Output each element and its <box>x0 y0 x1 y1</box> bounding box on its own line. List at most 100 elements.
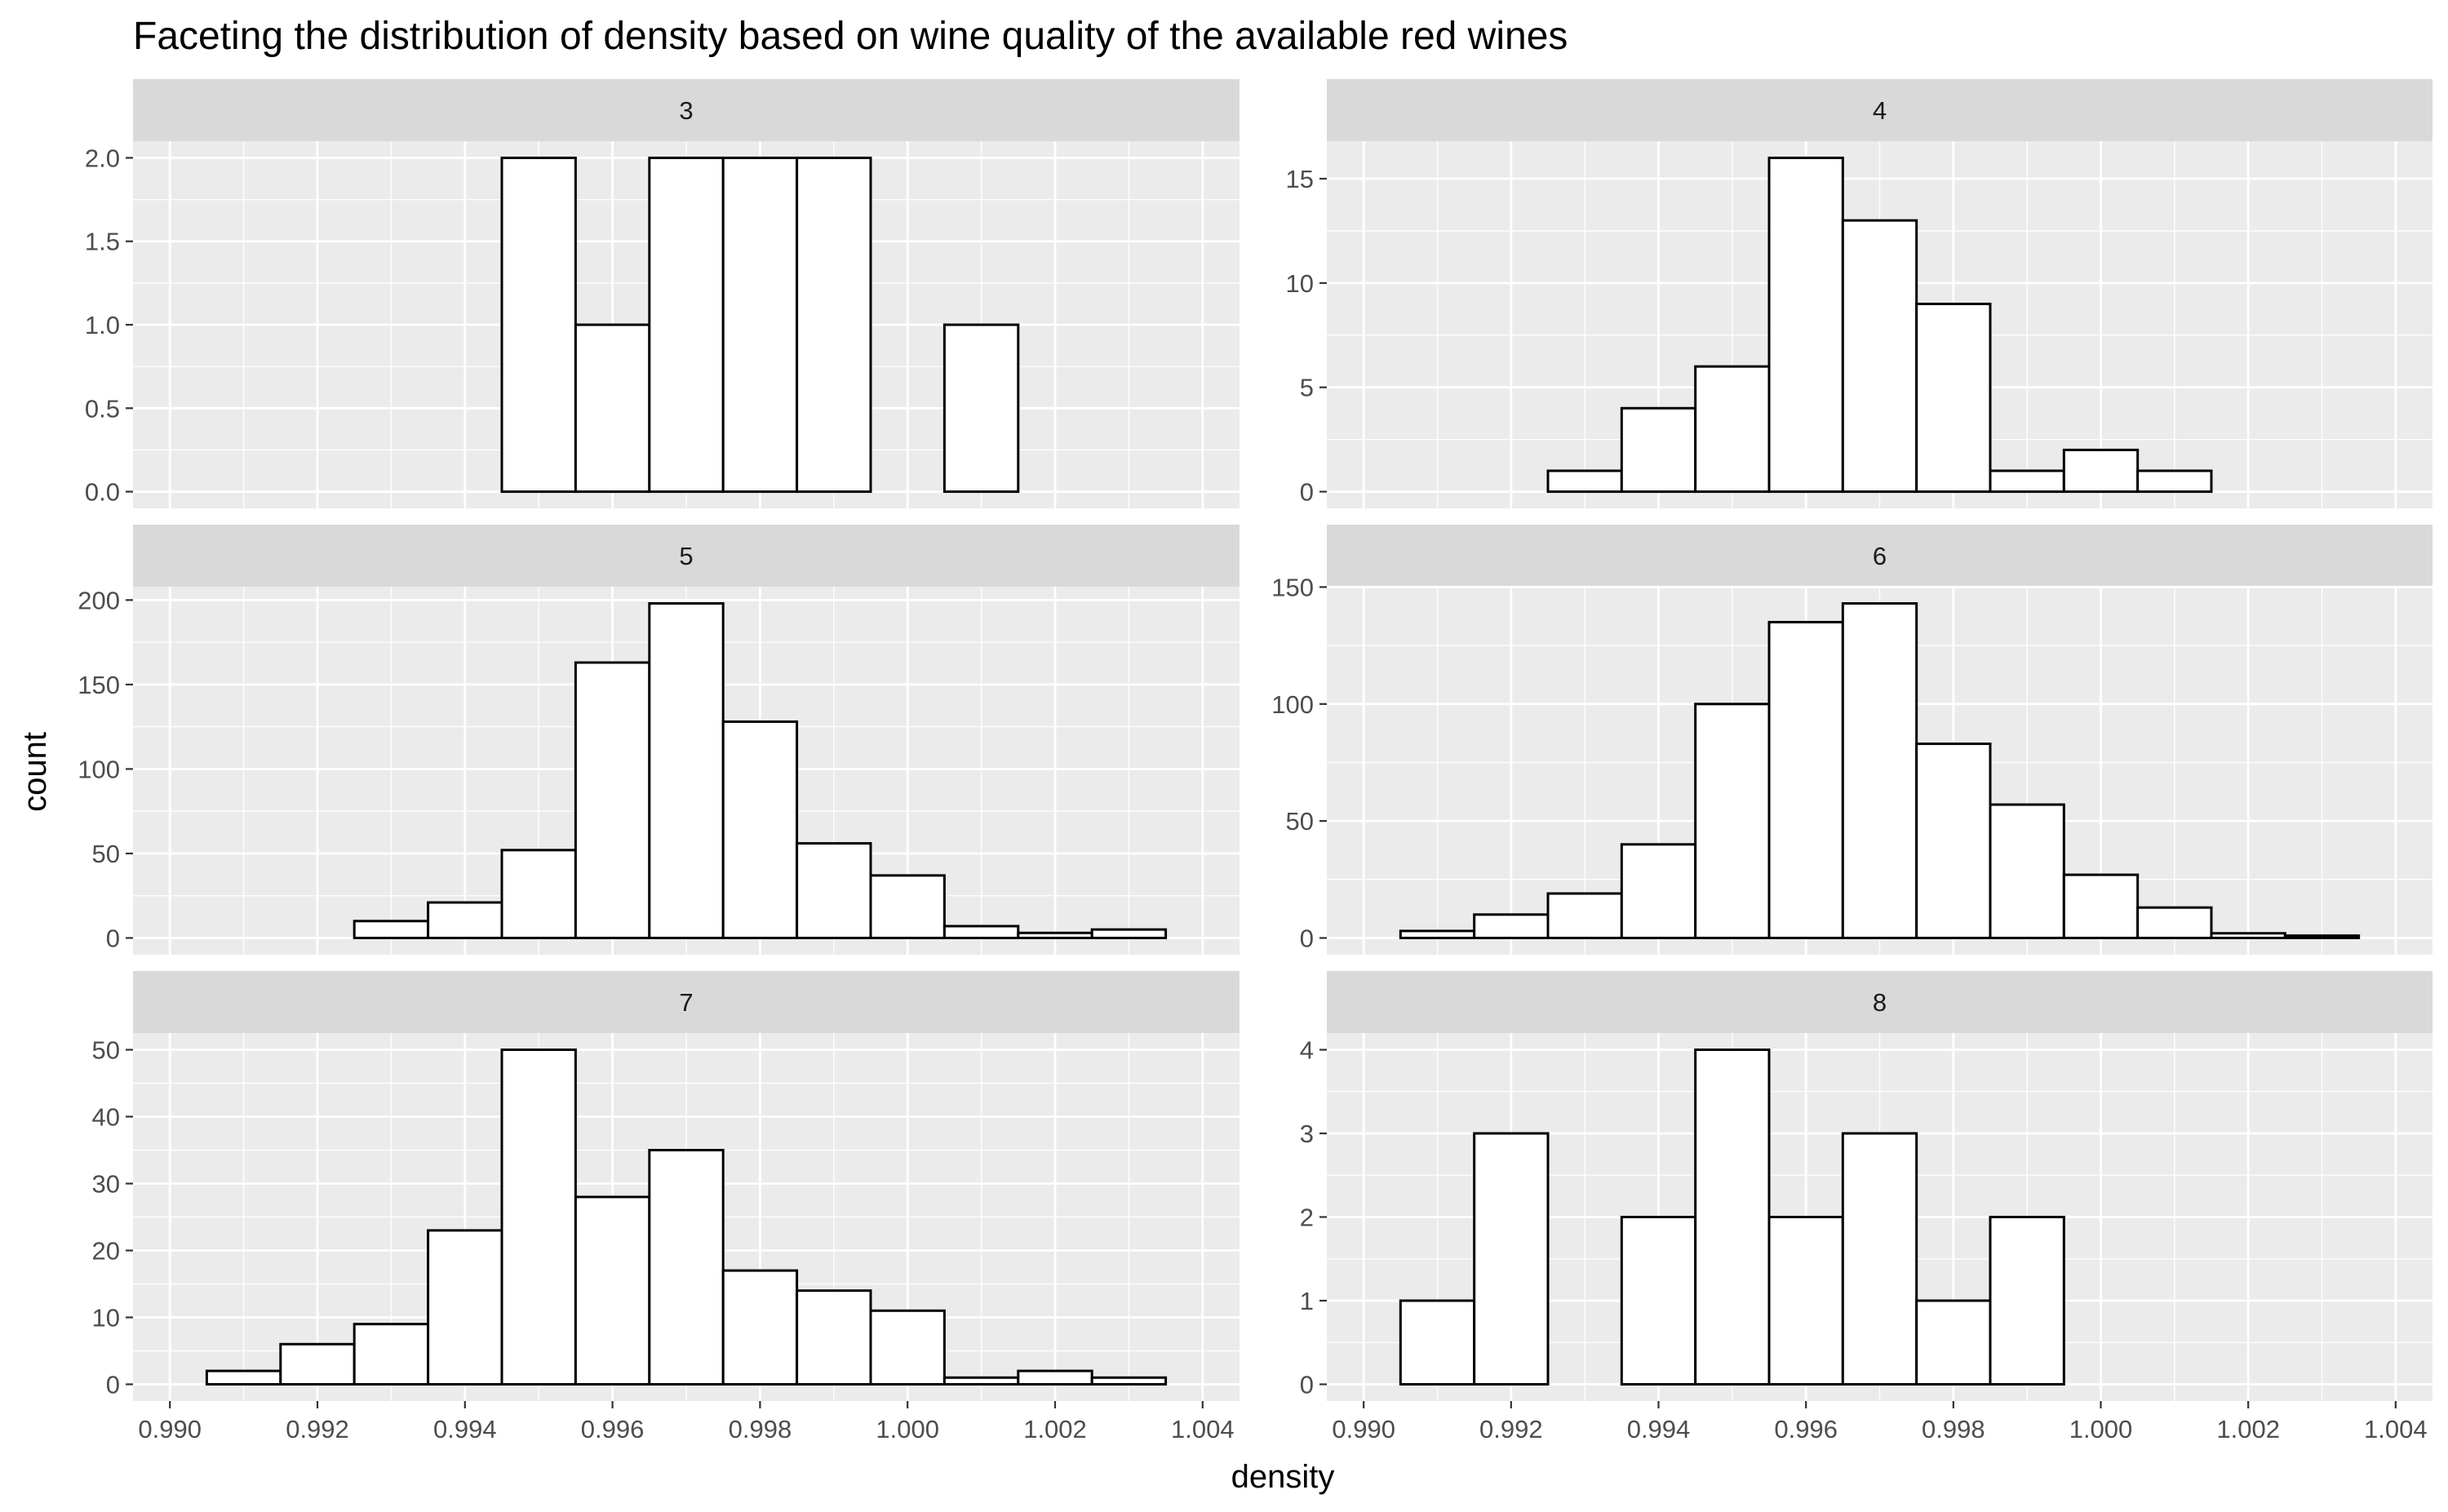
facet-panel-6: 6 0 50 100 150 <box>1271 525 2432 955</box>
histogram-bar <box>869 1309 946 1386</box>
x-tick-label: 1.002 <box>1023 1415 1087 1443</box>
histogram-bar <box>279 1342 356 1386</box>
x-tick-label: 0.990 <box>138 1415 202 1443</box>
y-tick-label: 1 <box>1300 1287 1314 1315</box>
y-tick-label: 0 <box>1300 1371 1314 1399</box>
x-tick-label: 0.998 <box>1922 1415 1985 1443</box>
chart-title: Faceting the distribution of density bas… <box>133 15 1568 58</box>
histogram-bar <box>1399 1299 1476 1386</box>
histogram-bar <box>500 156 577 494</box>
y-tick-label: 100 <box>1271 690 1314 719</box>
facet-panel-3: 3 0.0 0.5 1.0 1.5 2.0 <box>85 79 1240 508</box>
y-tick-label: 15 <box>1286 165 1314 193</box>
histogram-bar <box>1399 929 1476 939</box>
histogram-bar <box>427 901 503 939</box>
histogram-bar <box>1546 892 1623 940</box>
histogram-bar <box>1989 1216 2065 1386</box>
histogram-bar <box>1090 1376 1168 1386</box>
histogram-bar <box>427 1229 503 1386</box>
histogram-bar <box>500 849 577 940</box>
x-tick-label: 0.992 <box>1479 1415 1543 1443</box>
y-tick-label: 150 <box>1271 573 1314 601</box>
histogram-bar <box>1915 1299 1992 1386</box>
histogram-bar <box>574 323 651 494</box>
x-tick-label: 1.000 <box>2069 1415 2133 1443</box>
histogram-bar <box>2136 469 2213 494</box>
histogram-bar <box>1620 406 1697 494</box>
histogram-bar <box>1841 219 1918 494</box>
y-tick-label: 0 <box>1300 924 1314 953</box>
histogram-bar <box>796 1289 872 1386</box>
y-tick-label: 100 <box>78 755 120 783</box>
facet-strip <box>1327 79 2432 141</box>
facet-strip <box>133 525 1240 587</box>
facet-strip-label: 7 <box>679 988 693 1017</box>
y-tick-label: 40 <box>92 1103 120 1132</box>
histogram-bar <box>1767 1216 1844 1386</box>
histogram-bar <box>1473 1132 1550 1386</box>
histogram-bar <box>648 156 725 494</box>
histogram-bar <box>1989 469 2065 494</box>
histogram-bar <box>942 924 1020 939</box>
histogram-bar <box>205 1369 282 1386</box>
histogram-bar <box>796 156 872 494</box>
histogram-bar <box>796 842 872 939</box>
y-tick-label: 2.0 <box>85 144 120 172</box>
y-tick-label: 1.5 <box>85 228 120 256</box>
histogram-bar <box>574 661 651 939</box>
y-tick-label: 5 <box>1300 374 1314 402</box>
histogram-bar <box>1915 743 1992 939</box>
histogram-bar <box>1620 1216 1697 1386</box>
y-tick-label: 10 <box>1286 269 1314 298</box>
x-tick-label: 1.004 <box>1171 1415 1235 1443</box>
histogram-bar <box>2062 873 2140 939</box>
histogram-bar <box>1841 602 1918 939</box>
histogram-bar <box>2062 448 2140 494</box>
histogram-bar <box>353 1323 430 1386</box>
y-tick-label: 1.0 <box>85 311 120 339</box>
histogram-bar <box>1017 1369 1093 1386</box>
y-tick-label: 150 <box>78 671 120 699</box>
x-tick-label: 1.002 <box>2216 1415 2280 1443</box>
x-tick-label: 0.996 <box>1774 1415 1838 1443</box>
facet-strip-label: 4 <box>1873 96 1887 125</box>
histogram-bar <box>942 323 1020 494</box>
y-tick-label: 50 <box>92 840 120 868</box>
y-tick-label: 0 <box>1300 478 1314 507</box>
histogram-bar <box>1694 1049 1771 1386</box>
facet-strip <box>133 971 1240 1033</box>
y-tick-label: 2 <box>1300 1204 1314 1232</box>
y-tick-label: 0.0 <box>85 478 120 507</box>
histogram-bar <box>942 1376 1020 1386</box>
facet-strip <box>133 79 1240 141</box>
histogram-bar <box>721 1269 799 1386</box>
y-tick-label: 10 <box>92 1304 120 1332</box>
facet-strip <box>1327 525 2432 587</box>
facet-strip-label: 8 <box>1873 988 1887 1017</box>
x-tick-label: 0.996 <box>581 1415 645 1443</box>
facet-panel-8: 8 0 1 2 3 4 0.990 0.992 0.994 0.996 0.998 1.000 1.00… <box>1300 971 2432 1443</box>
y-axis-title: count <box>17 732 53 812</box>
y-tick-label: 0 <box>106 924 120 953</box>
x-tick-label: 0.990 <box>1332 1415 1395 1443</box>
histogram-bar <box>721 720 799 940</box>
histogram-bar <box>648 602 725 939</box>
facet-strip-label: 6 <box>1873 542 1887 570</box>
y-tick-label: 0.5 <box>85 394 120 423</box>
histogram-bar <box>500 1049 577 1386</box>
facet-strip-label: 5 <box>679 542 693 570</box>
y-tick-label: 20 <box>92 1237 120 1266</box>
x-tick-label: 1.000 <box>876 1415 939 1443</box>
facet-panel-7: 7 0 10 20 30 40 50 0.990 0.992 0.994 0.996 0.998 1.0… <box>92 971 1240 1443</box>
y-tick-label: 4 <box>1300 1036 1314 1065</box>
histogram-bar <box>1473 913 1550 939</box>
histogram-bar <box>1989 803 2065 939</box>
histogram-bar <box>353 920 430 940</box>
facet-strip <box>1327 971 2432 1033</box>
x-tick-label: 0.994 <box>433 1415 497 1443</box>
histogram-bar <box>1694 365 1771 494</box>
x-axis-title: density <box>1231 1459 1335 1495</box>
histogram-bar <box>1017 931 1093 939</box>
y-tick-label: 0 <box>106 1371 120 1399</box>
